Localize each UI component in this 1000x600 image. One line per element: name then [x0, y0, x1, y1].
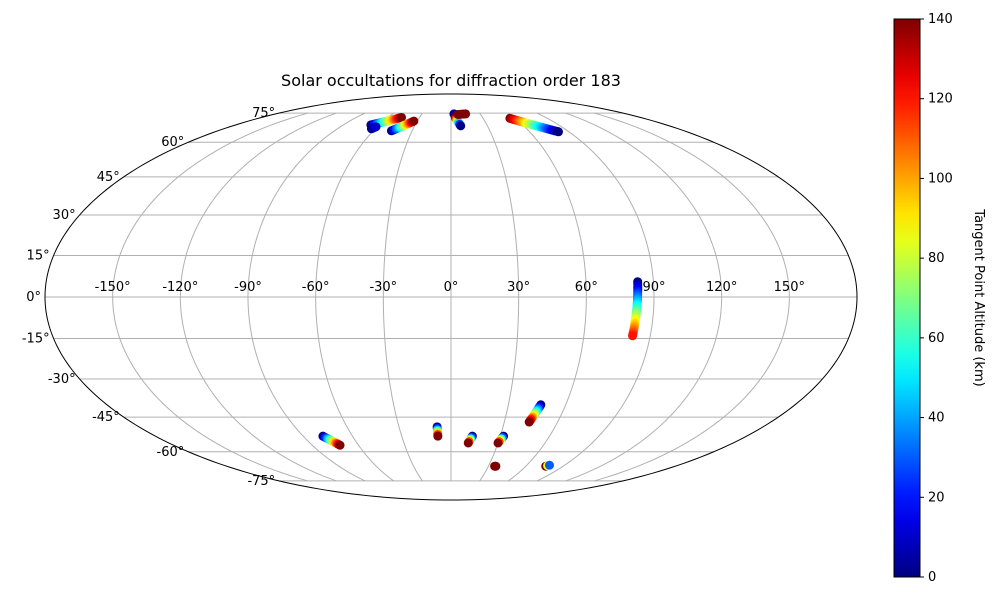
occultation-point — [463, 438, 473, 448]
longitude-gridline — [179, 112, 337, 482]
lon-tick-label: -120° — [162, 280, 198, 295]
occultation-point — [461, 109, 471, 119]
lat-tick-label: -15° — [22, 332, 50, 347]
lon-tick-label: 30° — [507, 280, 530, 295]
colorbar-tick-label: 0 — [928, 570, 936, 585]
longitude-gridline — [112, 112, 308, 482]
lat-tick-label: 45° — [97, 170, 120, 185]
colorbar-tick-label: 40 — [928, 411, 945, 426]
colorbar-tick-label: 140 — [928, 12, 953, 27]
occultation-point — [456, 121, 466, 131]
lat-tick-label: 0° — [26, 290, 41, 305]
occultation-point — [433, 431, 443, 441]
colorbar-tick-labels: 0 20 40 60 80 100 120 140 — [920, 12, 953, 585]
lat-tick-label: -60° — [157, 445, 185, 460]
lat-tick-label: -30° — [48, 372, 76, 387]
longitude-gridline — [536, 112, 655, 482]
colorbar-tick-label: 120 — [928, 92, 953, 107]
lon-tick-label: 150° — [774, 280, 805, 295]
lon-tick-label: 60° — [575, 280, 598, 295]
longitude-gridline — [315, 112, 395, 482]
occultation-point — [524, 417, 534, 427]
longitude-gridline — [382, 112, 423, 482]
latitude-tick-labels: 75° 60° 45° 30° 15° 0° -15° -30° -45° -60° -75° — [22, 106, 275, 489]
lon-tick-label: 120° — [706, 280, 737, 295]
map-outline — [44, 93, 858, 501]
lon-tick-label: -150° — [95, 280, 131, 295]
data-points — [318, 109, 643, 471]
longitude-gridline — [479, 112, 520, 482]
chart-title: Solar occultations for diffraction order… — [281, 71, 621, 90]
lat-tick-label: 60° — [161, 135, 184, 150]
occultation-point — [628, 331, 638, 341]
longitude-gridline — [565, 112, 723, 482]
colorbar-tick-label: 60 — [928, 331, 945, 346]
occultation-point — [335, 440, 345, 450]
lon-tick-label: 90° — [642, 280, 665, 295]
lon-tick-label: 0° — [444, 280, 459, 295]
occultation-point — [409, 116, 419, 126]
longitude-tick-labels: -150° -120° -90° -60° -30° 0° 30° 60° 90° 120° 150… — [95, 280, 805, 295]
occultation-point — [397, 112, 407, 122]
lat-tick-label: 15° — [27, 248, 50, 263]
lon-tick-label: -60° — [302, 280, 330, 295]
longitude-gridline — [247, 112, 366, 482]
lat-tick-label: 30° — [53, 208, 76, 223]
graticule — [45, 112, 857, 482]
lat-tick-label: -75° — [247, 474, 275, 489]
colorbar-tick-label: 100 — [928, 171, 953, 186]
longitude-gridline — [507, 112, 587, 482]
lat-tick-label: 75° — [252, 106, 275, 121]
lat-tick-label: -45° — [92, 410, 120, 425]
occultation-point — [493, 438, 503, 448]
lon-tick-label: -90° — [234, 280, 262, 295]
occultation-point — [491, 461, 501, 471]
longitude-gridline — [594, 112, 790, 482]
occultation-point — [371, 122, 381, 132]
colorbar — [893, 18, 921, 578]
lon-tick-label: -30° — [369, 280, 397, 295]
colorbar-tick-label: 20 — [928, 490, 945, 505]
colorbar-label: Tangent Point Altitude (km) — [971, 208, 986, 386]
occultation-point — [544, 460, 554, 470]
occultation-point — [553, 127, 563, 137]
colorbar-tick-label: 80 — [928, 251, 945, 266]
